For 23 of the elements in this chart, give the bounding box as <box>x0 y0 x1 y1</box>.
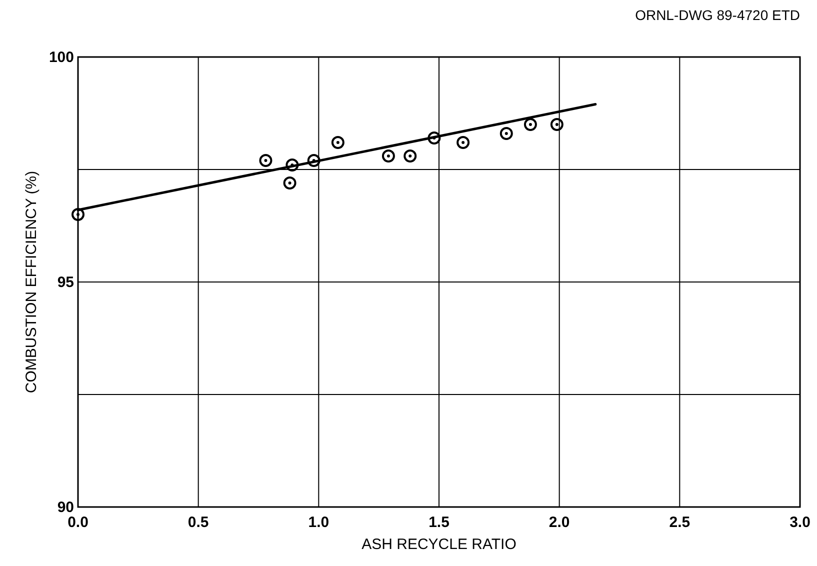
point <box>283 176 296 190</box>
point <box>500 127 513 140</box>
x-tick-label: 2.0 <box>548 514 570 531</box>
y-tick-label: 90 <box>57 499 74 516</box>
point <box>404 150 417 162</box>
point <box>382 150 395 162</box>
text: ORNL-DWG 89-4720 ETD <box>635 7 800 23</box>
point <box>524 118 537 131</box>
x-axis-title: ASH RECYCLE RATIO <box>362 536 516 553</box>
point <box>456 136 470 149</box>
x-tick-label: 1.5 <box>428 514 450 531</box>
point <box>331 136 344 149</box>
x-tick-label: 1.0 <box>308 514 330 531</box>
x-tick-label: 0.0 <box>68 514 88 531</box>
point <box>259 154 272 167</box>
y-tick-label: 100 <box>48 49 74 66</box>
y-tick-label: 95 <box>57 274 74 291</box>
x-tick-label: 3.0 <box>790 514 810 531</box>
x-tick-label: 2.5 <box>669 514 690 531</box>
y-axis-title: COMBUSTION EFFICIENCY (%) <box>23 170 40 394</box>
x-tick-label: 0.5 <box>188 514 209 531</box>
point <box>550 118 564 131</box>
point <box>72 208 84 221</box>
